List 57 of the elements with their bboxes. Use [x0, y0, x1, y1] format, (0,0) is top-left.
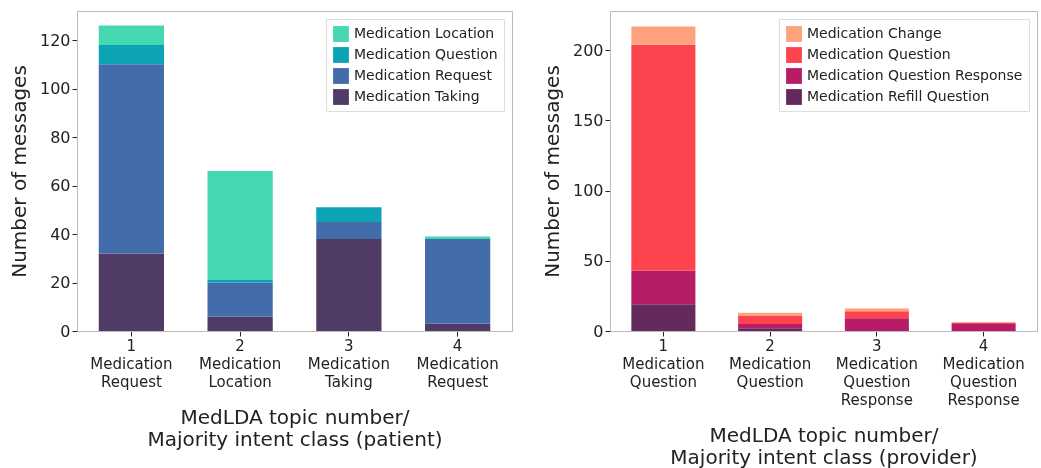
bar	[316, 238, 382, 331]
bar	[631, 270, 696, 305]
bar	[951, 323, 1016, 331]
x-tick-label: 4 Medication Request	[416, 336, 499, 391]
legend-label: Medication Question	[354, 46, 498, 62]
bar	[738, 315, 803, 324]
y-tick-label: 120	[39, 30, 71, 50]
bar	[738, 323, 803, 329]
bar	[631, 26, 696, 45]
x-tick-label: 2 Medication Question	[729, 336, 812, 391]
y-axis-title: Number of messages	[6, 65, 31, 278]
bar	[738, 328, 803, 331]
y-tick-label: 100	[572, 181, 604, 201]
x-tick-label: 2 Medication Location	[199, 336, 282, 391]
y-axis-title: Number of messages	[539, 65, 564, 278]
bar	[425, 238, 491, 324]
y-tick-label: 200	[572, 40, 604, 60]
y-tick-label: 100	[39, 79, 71, 99]
bar	[425, 236, 491, 239]
x-tick-label: 4 Medication Question Response	[942, 336, 1025, 409]
bar	[207, 316, 273, 331]
bar	[738, 312, 803, 316]
x-tick-label: 3 Medication Question Response	[835, 336, 918, 409]
y-tick-label: 0	[593, 321, 604, 341]
bar	[316, 207, 382, 222]
bar	[844, 311, 909, 319]
y-tick-label: 80	[50, 127, 71, 147]
bar	[98, 253, 164, 331]
bar	[98, 44, 164, 65]
bar	[207, 171, 273, 281]
legend-label: Medication Taking	[354, 88, 480, 104]
legend-label: Medication Change	[807, 25, 942, 41]
x-axis-title: MedLDA topic number/ Majority intent class (provider)	[670, 422, 978, 468]
y-tick-label: 150	[572, 110, 604, 130]
bar	[207, 280, 273, 283]
y-tick-label: 40	[50, 224, 71, 244]
x-axis-title: MedLDA topic number/ Majority intent class (patient)	[147, 404, 443, 451]
y-tick-label: 0	[60, 321, 71, 341]
x-tick-label: 1 Medication Question	[622, 336, 705, 391]
bar	[844, 318, 909, 331]
legend-label: Medication Request	[354, 67, 493, 83]
legend-label: Medication Question	[807, 46, 951, 62]
bar	[631, 44, 696, 271]
bar	[98, 25, 164, 45]
bar	[207, 282, 273, 317]
y-tick-label: 60	[50, 176, 71, 196]
x-tick-label: 1 Medication Request	[90, 336, 173, 391]
y-tick-label: 50	[583, 251, 604, 271]
legend-label: Medication Refill Question	[807, 88, 990, 104]
x-tick-label: 3 Medication Taking	[307, 336, 390, 391]
bar	[425, 323, 491, 331]
legend-label: Medication Question Response	[807, 67, 1023, 83]
bar	[316, 221, 382, 239]
bar	[98, 64, 164, 254]
y-tick-label: 20	[50, 273, 71, 293]
bar	[631, 304, 696, 331]
legend-label: Medication Location	[354, 25, 495, 41]
